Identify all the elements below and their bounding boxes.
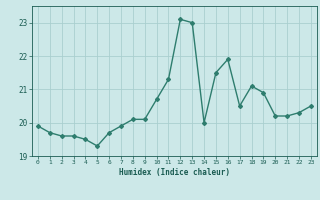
- X-axis label: Humidex (Indice chaleur): Humidex (Indice chaleur): [119, 168, 230, 177]
